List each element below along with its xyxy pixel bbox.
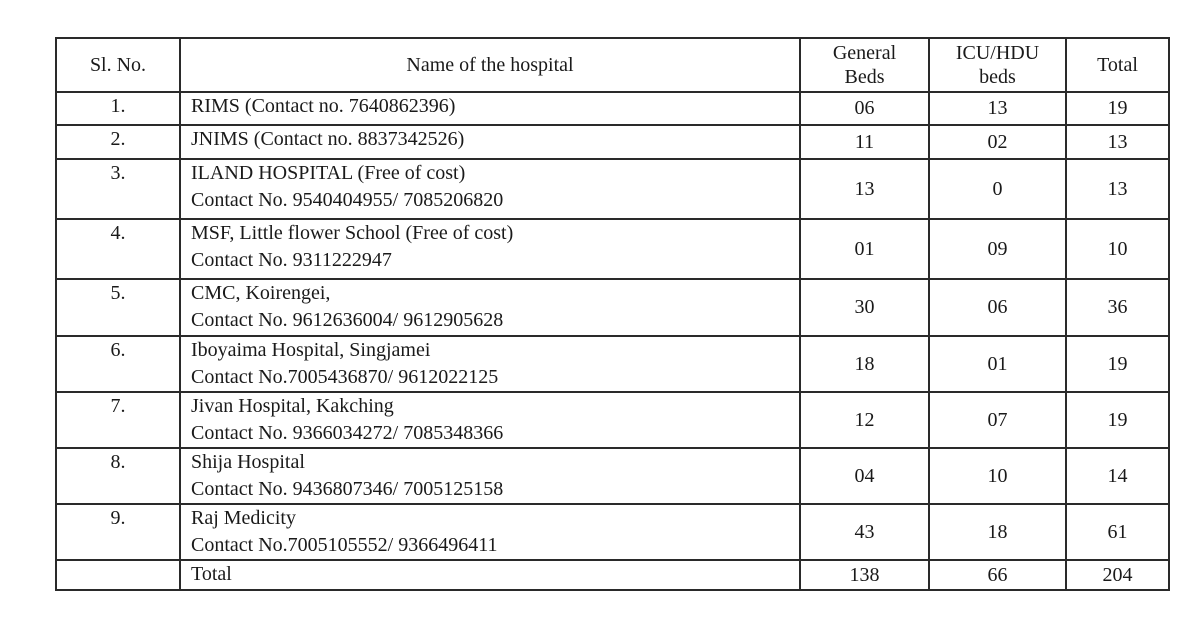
hospital-name-line: Iboyaima Hospital, Singjamei — [191, 339, 431, 361]
hospital-name: Jivan Hospital, Kakching Contact No. 9366… — [179, 391, 801, 449]
hospital-name-line: ILAND HOSPITAL (Free of cost) — [191, 162, 466, 184]
hospital-name: ILAND HOSPITAL (Free of cost) Contact No.… — [179, 158, 801, 220]
hospital-name-line: Contact No. 9311222947 — [191, 249, 392, 271]
hospital-name-line: Raj Medicity — [191, 507, 296, 529]
general-beds: 30 — [799, 278, 930, 337]
table-row: 2. JNIMS (Contact no. 8837342526) 11 02 13 — [55, 124, 1170, 160]
total-beds: 19 — [1065, 335, 1170, 393]
general-beds: 01 — [799, 218, 930, 280]
total-sl-empty — [55, 559, 181, 591]
hospital-name-line: MSF, Little flower School (Free of cost) — [191, 222, 514, 244]
sl-no: 5. — [55, 278, 181, 337]
header-total: Total — [1065, 37, 1170, 93]
table-row: 1. RIMS (Contact no. 7640862396) 06 13 19 — [55, 91, 1170, 126]
hospital-name: MSF, Little flower School (Free of cost)… — [179, 218, 801, 280]
hospital-name: Shija Hospital Contact No. 9436807346/ 70… — [179, 447, 801, 505]
hospital-name-line: Contact No. 9540404955/ 7085206820 — [191, 189, 504, 211]
icu-beds: 01 — [928, 335, 1067, 393]
table-row: 5. CMC, Koirengei, Contact No. 9612636004/… — [55, 278, 1170, 337]
icu-beds: 09 — [928, 218, 1067, 280]
hospital-name-line: Contact No. 9366034272/ 7085348366 — [191, 422, 504, 444]
grand-total-beds: 204 — [1065, 559, 1170, 591]
hospital-name-line: CMC, Koirengei, — [191, 282, 331, 304]
hospital-name: RIMS (Contact no. 7640862396) — [179, 91, 801, 126]
total-beds: 61 — [1065, 503, 1170, 561]
icu-beds: 06 — [928, 278, 1067, 337]
table-row: 4. MSF, Little flower School (Free of cos… — [55, 218, 1170, 280]
header-hospital-name: Name of the hospital — [179, 37, 801, 93]
total-beds: 19 — [1065, 91, 1170, 126]
header-general-line2: Beds — [844, 66, 885, 88]
total-beds: 36 — [1065, 278, 1170, 337]
header-row: Sl. No. Name of the hospital General Beds… — [55, 37, 1170, 93]
general-beds: 43 — [799, 503, 930, 561]
total-row: Total 138 66 204 — [55, 559, 1170, 591]
icu-beds: 02 — [928, 124, 1067, 160]
icu-beds: 07 — [928, 391, 1067, 449]
hospital-name-line: Shija Hospital — [191, 451, 305, 473]
header-general-beds: General Beds — [799, 37, 930, 93]
hospital-name-line: Contact No.7005436870/ 9612022125 — [191, 366, 499, 388]
hospital-beds-table: Sl. No. Name of the hospital General Beds… — [55, 37, 1170, 591]
hospital-name-line: Jivan Hospital, Kakching — [191, 395, 394, 417]
sl-no: 7. — [55, 391, 181, 449]
hospital-name: Raj Medicity Contact No.7005105552/ 93664… — [179, 503, 801, 561]
sl-no: 2. — [55, 124, 181, 160]
icu-beds: 0 — [928, 158, 1067, 220]
total-beds: 14 — [1065, 447, 1170, 505]
table-row: 7. Jivan Hospital, Kakching Contact No. 93… — [55, 391, 1170, 449]
hospital-name-line: Contact No. 9612636004/ 9612905628 — [191, 309, 504, 331]
table-row: 6. Iboyaima Hospital, Singjamei Contact No… — [55, 335, 1170, 393]
sl-no: 1. — [55, 91, 181, 126]
hospital-name: JNIMS (Contact no. 8837342526) — [179, 124, 801, 160]
sl-no: 8. — [55, 447, 181, 505]
icu-beds: 18 — [928, 503, 1067, 561]
header-icu-line2: beds — [979, 66, 1016, 88]
hospital-name-line: RIMS (Contact no. 7640862396) — [191, 95, 456, 117]
hospital-name: CMC, Koirengei, Contact No. 9612636004/ 9… — [179, 278, 801, 337]
total-beds: 10 — [1065, 218, 1170, 280]
general-beds: 12 — [799, 391, 930, 449]
hospital-name-line: JNIMS (Contact no. 8837342526) — [191, 128, 465, 150]
general-beds: 04 — [799, 447, 930, 505]
total-beds: 13 — [1065, 124, 1170, 160]
table-row: 3. ILAND HOSPITAL (Free of cost) Contact N… — [55, 158, 1170, 220]
hospital-name-line: Contact No.7005105552/ 9366496411 — [191, 534, 498, 556]
total-beds: 19 — [1065, 391, 1170, 449]
header-icu-line1: ICU/HDU — [955, 42, 1040, 64]
sl-no: 4. — [55, 218, 181, 280]
header-icu-beds: ICU/HDU beds — [928, 37, 1067, 93]
icu-beds: 10 — [928, 447, 1067, 505]
hospital-name-line: Contact No. 9436807346/ 7005125158 — [191, 478, 504, 500]
total-general-beds: 138 — [799, 559, 930, 591]
header-sl-no: Sl. No. — [55, 37, 181, 93]
sl-no: 6. — [55, 335, 181, 393]
total-icu-beds: 66 — [928, 559, 1067, 591]
total-beds: 13 — [1065, 158, 1170, 220]
general-beds: 13 — [799, 158, 930, 220]
general-beds: 06 — [799, 91, 930, 126]
sl-no: 3. — [55, 158, 181, 220]
total-label: Total — [179, 559, 801, 591]
general-beds: 11 — [799, 124, 930, 160]
table-row: 9. Raj Medicity Contact No.7005105552/ 936… — [55, 503, 1170, 561]
header-general-line1: General — [832, 42, 897, 64]
table-row: 8. Shija Hospital Contact No. 9436807346/ … — [55, 447, 1170, 505]
hospital-name: Iboyaima Hospital, Singjamei Contact No.7… — [179, 335, 801, 393]
icu-beds: 13 — [928, 91, 1067, 126]
general-beds: 18 — [799, 335, 930, 393]
sl-no: 9. — [55, 503, 181, 561]
